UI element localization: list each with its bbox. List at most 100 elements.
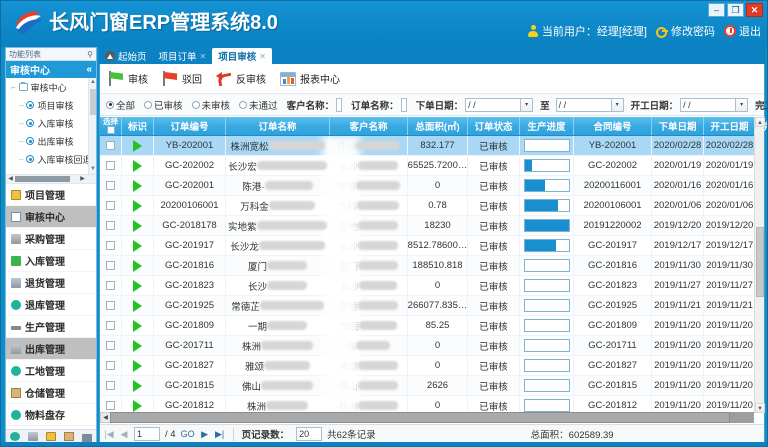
grid-body[interactable]: YB-202001 株洲宽松株洲 832.177 已审核 YB-202001 2020/0… [100,136,764,413]
row-checkbox[interactable] [106,241,115,250]
play-triangle-icon[interactable] [133,399,142,412]
cell-select[interactable] [100,196,122,215]
table-row[interactable]: GC-201815佛山佛山2626已审核GC-2018152019/11/202… [100,376,764,396]
first-page-button[interactable]: |◀ [104,428,114,439]
grid-horizontal-scrollbar[interactable]: ◀ [100,412,754,423]
play-triangle-icon[interactable] [133,379,142,392]
sidebar-item-11[interactable]: 物料盘存 [6,404,96,426]
row-checkbox[interactable] [106,181,115,190]
cell-select[interactable] [100,316,122,335]
page-number-input[interactable]: 1 [134,427,160,441]
sidebar-item-7[interactable]: 生产管理 [6,316,96,338]
sidebar-item-1[interactable]: 项目管理 [6,184,96,206]
table-row[interactable]: GC-202002长沙宏长沙65525.7200…已审核GC-202002202… [100,156,764,176]
table-row[interactable]: GC-201812株洲株洲0已审核GC-2018122019/11/202019… [100,396,764,413]
grid-header-status[interactable]: 订单状态 [468,117,520,135]
filter-radio-audited[interactable]: 已审核 [144,98,183,112]
table-row[interactable]: GC-201925常德芷常德266077.835…已审核GC-201925201… [100,296,764,316]
scroll-left-icon[interactable]: ◀ [8,176,13,182]
scroll-thumb[interactable] [756,227,764,297]
change-password-button[interactable]: 修改密码 [656,23,715,39]
tree-node-inbound-audit[interactable]: – 入库审核 [6,114,96,132]
row-checkbox[interactable] [106,361,115,370]
table-row[interactable]: GC-201823长沙长沙0已审核GC-2018232019/11/272019… [100,276,764,296]
table-row[interactable]: GC-201816厦门厦门188510.818已审核GC-2018162019/… [100,256,764,276]
filter-radio-unaudited[interactable]: 未审核 [191,98,230,112]
play-triangle-icon[interactable] [133,359,142,372]
collapse-icon[interactable]: « [86,64,92,75]
grid-header-order_date[interactable]: 下单日期 [652,117,704,135]
play-triangle-icon[interactable] [133,219,142,232]
pin-icon[interactable]: ⚲ [87,49,93,59]
sidebar-item-9[interactable]: 工地管理 [6,360,96,382]
table-row[interactable]: 20200106001万科金万科0.78已审核202001060012020/0… [100,196,764,216]
order-date-to-input[interactable]: / / [555,97,612,112]
last-page-button[interactable]: ▶| [214,428,225,439]
play-triangle-icon[interactable] [133,159,142,172]
window-controls[interactable]: – ❐ ✕ [708,3,763,17]
row-checkbox[interactable] [106,261,115,270]
start-date-picker[interactable]: / / ▾ [680,97,755,112]
sidebar-group-title[interactable]: 审核中心 « [6,61,96,78]
tree-expander-icon[interactable]: ⌐ [11,82,16,92]
sidebar-item-2[interactable]: 审核中心 [6,206,96,228]
row-checkbox[interactable] [106,281,115,290]
scroll-down-icon[interactable]: ▼ [90,166,96,172]
row-checkbox[interactable] [106,341,115,350]
maximize-button[interactable]: ❐ [727,3,744,17]
grid-header-end_date[interactable]: 完工日期 [756,117,767,135]
unaudit-button[interactable]: 反审核 [216,71,266,86]
customer-name-input[interactable] [336,97,343,112]
order-date-from-picker[interactable]: / / ▾ [465,97,540,112]
row-checkbox[interactable] [106,161,115,170]
play-triangle-icon[interactable] [133,139,142,152]
order-date-to-picker[interactable]: / / ▾ [555,97,631,112]
logout-button[interactable]: 退出 [724,23,761,39]
sidebar-item-4[interactable]: 入库管理 [6,250,96,272]
chevron-down-icon[interactable]: ▾ [521,97,534,112]
chevron-down-icon[interactable]: ▾ [611,97,624,112]
tree-node-audit-center[interactable]: ⌐ 审核中心 [6,78,96,96]
row-checkbox[interactable] [106,381,115,390]
table-row[interactable]: GC-201917长沙龙长沙8512.78600…已审核GC-201917201… [100,236,764,256]
grid-header-customer[interactable]: 客户名称 [330,117,408,135]
scroll-up-icon[interactable]: ▲ [90,79,96,85]
scroll-down-icon[interactable]: ▼ [755,403,765,413]
next-page-button[interactable]: ▶ [201,428,209,439]
scroll-thumb[interactable] [110,412,730,423]
tree-node-project-audit[interactable]: – 项目审核 [6,96,96,114]
list-icon[interactable] [82,433,92,443]
cell-select[interactable] [100,136,122,155]
cell-select[interactable] [100,296,122,315]
row-checkbox[interactable] [106,201,115,210]
table-row[interactable]: YB-202001株洲宽松株洲832.177已审核YB-2020012020/0… [100,136,764,156]
close-icon[interactable]: ✕ [259,51,266,61]
play-triangle-icon[interactable] [133,299,142,312]
sidebar-item-8[interactable]: 出库管理 [6,338,96,360]
box-icon[interactable] [64,432,74,441]
cell-select[interactable] [100,376,122,395]
cell-select[interactable] [100,336,122,355]
play-triangle-icon[interactable] [133,259,142,272]
row-checkbox[interactable] [106,301,115,310]
grid-header-order_no[interactable]: 订单编号 [154,117,226,135]
sidebar-item-6[interactable]: 退库管理 [6,294,96,316]
scroll-up-icon[interactable]: ▲ [755,117,765,127]
scroll-thumb[interactable] [15,176,70,182]
filter-radio-all[interactable]: 全部 [106,98,135,112]
cart-icon[interactable] [28,432,38,441]
grid-header-area[interactable]: 总面积(㎡) [408,117,468,135]
cell-select[interactable] [100,156,122,175]
grid-header-start_date[interactable]: 开工日期 [704,117,756,135]
grid-vertical-scrollbar[interactable]: ▲ ▼ [754,117,765,413]
sidebar-item-5[interactable]: 退货管理 [6,272,96,294]
row-checkbox[interactable] [106,401,115,410]
start-date-input[interactable]: / / [680,97,737,112]
cell-select[interactable] [100,216,122,235]
order-name-input[interactable] [400,97,407,112]
play-triangle-icon[interactable] [133,179,142,192]
audit-button[interactable]: 审核 [108,71,148,86]
row-checkbox[interactable] [106,221,115,230]
prev-page-button[interactable]: ◀ [120,428,128,439]
table-row[interactable]: GC-201809一期华润85.25已审核GC-2018092019/11/20… [100,316,764,336]
